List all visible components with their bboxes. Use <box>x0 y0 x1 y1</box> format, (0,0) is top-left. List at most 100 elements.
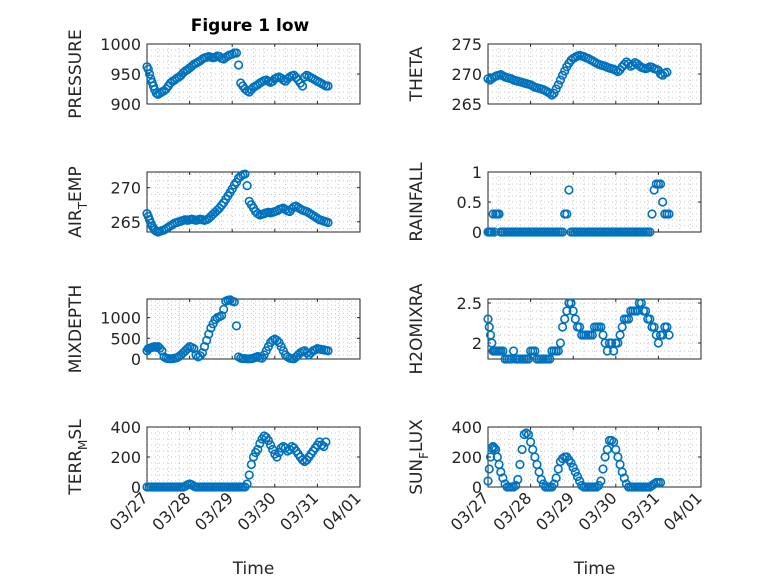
axes-background <box>487 298 702 360</box>
subplot-6: 2 2.5 H2OMIXRA <box>407 283 702 375</box>
data-point <box>323 81 333 91</box>
y-tick-label: 0 <box>472 478 482 497</box>
data-point <box>323 217 333 228</box>
y-axis: 900 950 1000 <box>100 35 360 114</box>
data-point <box>664 209 674 219</box>
x-tick-label: 03/29 <box>532 488 578 534</box>
y-tick-label: 265 <box>451 95 482 114</box>
data-point <box>628 60 638 70</box>
data-point <box>619 473 629 483</box>
data-point <box>496 467 506 477</box>
data-point <box>557 322 568 332</box>
data-point <box>519 429 529 440</box>
data-point <box>592 482 602 492</box>
data-point <box>321 437 331 447</box>
data-point <box>523 354 534 364</box>
axes-frame <box>487 298 702 360</box>
subplot-1: 900 950 1000 PRESSURE <box>66 29 361 119</box>
data-point <box>489 227 499 237</box>
data-point <box>265 440 276 450</box>
y-axis-label-part: EMP <box>66 166 86 202</box>
y-tick-label: 270 <box>110 179 141 198</box>
scatter-series <box>483 50 672 100</box>
x-tick-label: 04/01 <box>319 488 365 534</box>
y-axis-label-part: TERR <box>66 450 86 496</box>
data-point <box>649 322 659 332</box>
y-axis-label-subscript: T <box>76 201 90 210</box>
figure-title: Figure 1 low <box>191 16 310 36</box>
data-point <box>323 346 333 356</box>
data-point <box>263 435 274 446</box>
data-point <box>598 464 608 474</box>
data-point <box>641 306 651 316</box>
data-point <box>596 476 606 486</box>
data-point <box>653 338 664 348</box>
data-point <box>253 444 263 455</box>
data-point <box>530 346 540 356</box>
x-axis <box>146 299 361 359</box>
data-point <box>272 335 282 345</box>
x-axis-title: Time <box>573 559 616 579</box>
y-axis-label: THETA <box>407 46 427 102</box>
data-point <box>664 330 674 340</box>
data-point <box>155 343 165 353</box>
data-point <box>613 338 623 348</box>
data-point <box>555 338 566 348</box>
x-tick-label: 03/29 <box>191 488 237 534</box>
y-tick-label: 950 <box>110 65 141 84</box>
data-point <box>617 322 627 332</box>
data-point <box>297 81 308 91</box>
x-axis <box>487 44 702 104</box>
axes-frame <box>146 171 361 233</box>
x-tick-label: 03/27 <box>106 488 152 534</box>
y-tick-label: 400 <box>110 418 141 437</box>
data-point <box>632 306 642 316</box>
data-point <box>272 452 282 462</box>
data-point <box>557 453 568 464</box>
subplot-4: 0 0.5 1 RAINFALL <box>407 162 702 242</box>
data-point <box>617 467 627 477</box>
y-axis: 265 270 275 <box>451 35 701 114</box>
data-point <box>655 477 666 488</box>
data-point <box>508 346 519 356</box>
data-point <box>242 479 252 489</box>
data-point <box>615 330 625 340</box>
data-point <box>587 330 597 340</box>
data-point <box>560 314 570 324</box>
x-tick-label: 03/31 <box>617 488 663 534</box>
x-axis-labels: 03/2703/2803/2903/3003/3104/01Time03/270… <box>106 488 706 579</box>
x-tick-label: 04/01 <box>660 488 706 534</box>
y-tick-label: 400 <box>451 418 482 437</box>
data-point <box>645 314 655 324</box>
data-point <box>658 330 668 340</box>
data-point <box>557 227 568 237</box>
data-point <box>508 482 519 492</box>
data-point <box>564 185 574 195</box>
subplot-8: 0 200 400 SUNFLUX <box>407 418 702 497</box>
data-point <box>551 473 561 483</box>
data-point <box>144 69 155 79</box>
data-point <box>600 338 610 348</box>
data-point <box>572 471 583 482</box>
data-point <box>577 480 587 491</box>
data-point <box>231 321 242 331</box>
y-tick-label: 2.5 <box>457 294 482 313</box>
y-tick-label: 0.5 <box>457 193 482 212</box>
data-point <box>484 464 494 474</box>
y-axis: 265 270 <box>110 179 360 232</box>
data-point <box>231 48 242 58</box>
data-point <box>549 479 559 489</box>
y-axis-label-part: LUX <box>407 419 427 452</box>
data-point <box>553 80 563 90</box>
data-point <box>274 447 284 458</box>
data-point <box>511 480 521 491</box>
data-point <box>555 75 566 85</box>
subplot-3: 265 270 AIRTEMP <box>66 166 361 238</box>
data-point <box>566 298 576 308</box>
data-point <box>536 474 546 485</box>
x-tick-label: 03/28 <box>148 488 194 534</box>
data-point <box>645 227 655 237</box>
